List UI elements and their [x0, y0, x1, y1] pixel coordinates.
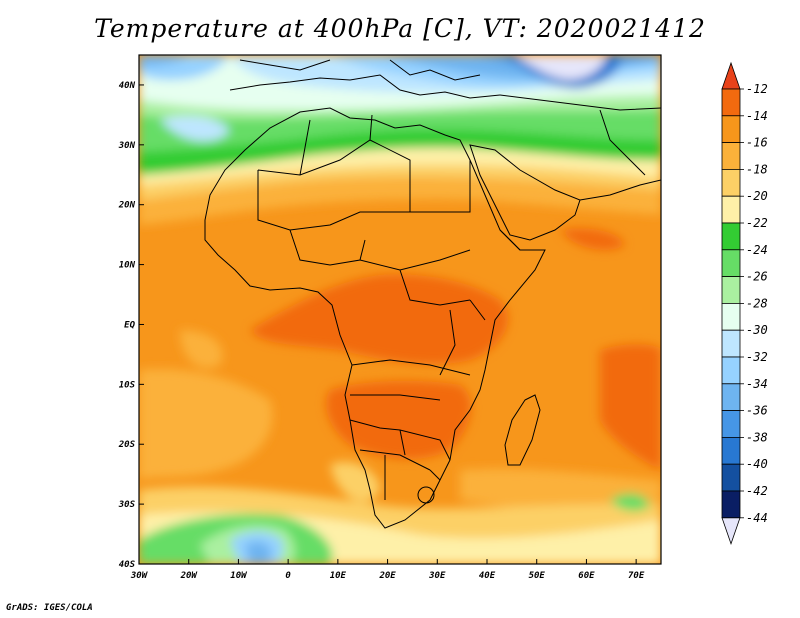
colorbar-label: -12: [746, 82, 768, 96]
temperature-field: [139, 55, 661, 564]
colorbar-segment: [721, 249, 741, 278]
lon-tick-label: 30E: [428, 571, 446, 581]
colorbar-bottom-arrow: [721, 517, 741, 546]
colorbar-label: -18: [746, 162, 768, 176]
lon-tick-label: 40E: [479, 571, 496, 581]
colorbar-segment: [721, 142, 741, 170]
lat-tick-label: 40S: [119, 560, 136, 570]
colorbar-label: -30: [746, 323, 768, 337]
map-frame: [138, 54, 662, 565]
colorbar-label: -36: [746, 404, 768, 418]
lon-tick-label: 70E: [628, 571, 645, 581]
lat-tick-label: 40N: [119, 81, 136, 91]
colorbar-label: -20: [746, 189, 768, 203]
lon-tick-label: 50E: [529, 571, 546, 581]
colorbar-segment: [721, 436, 741, 465]
colorbar-label: -24: [746, 243, 768, 257]
colorbar-segment: [721, 88, 741, 117]
lon-tick-label: 30W: [130, 571, 149, 581]
lat-tick-label: 30S: [118, 500, 136, 510]
colorbar-segment: [721, 490, 741, 519]
colorbar-label: -26: [746, 270, 768, 284]
colorbar-label: -38: [746, 430, 768, 444]
colorbar-label: -14: [746, 109, 768, 123]
latitude-axis: 40N 30N 20N 10N EQ 10S 20S 30S 40S: [118, 81, 144, 570]
colorbar-label: -28: [746, 296, 768, 310]
lon-tick-label: 20E: [378, 571, 396, 581]
colorbar-segment: [721, 356, 741, 385]
lat-tick-label: 30N: [118, 141, 136, 151]
colorbar-segment: [721, 115, 741, 144]
lon-tick-label: 10E: [330, 571, 347, 581]
colorbar-top-arrow: [721, 61, 741, 90]
colorbar-segment: [721, 302, 741, 331]
colorbar-label: -42: [746, 484, 768, 498]
colorbar-label: -32: [746, 350, 768, 364]
colorbar-label: -44: [746, 511, 768, 525]
lat-tick-label: EQ: [124, 320, 135, 330]
colorbar-segment: [721, 276, 741, 304]
colorbar-label: -40: [746, 457, 768, 471]
colorbar-segment: [721, 410, 741, 438]
lon-tick-label: 10W: [230, 571, 248, 581]
colorbar-segment: [721, 383, 741, 411]
lon-tick-label: 0: [285, 571, 291, 581]
longitude-axis: 30W 20W 10W 0 10E 20E 30E 40E 50E 60E 70E: [130, 559, 645, 581]
colorbar-label: -34: [746, 377, 768, 391]
colorbar-segment: [721, 463, 741, 492]
country-borders: [204, 59, 661, 529]
colorbar-segment: [721, 329, 741, 358]
colorbar-label: -22: [746, 216, 768, 230]
lon-tick-label: 60E: [578, 571, 595, 581]
lat-tick-label: 10N: [119, 261, 136, 271]
credit-text: GrADS: IGES/COLA: [6, 603, 93, 613]
lat-tick-label: 20N: [118, 201, 136, 211]
lat-tick-label: 20S: [118, 440, 136, 450]
colorbar: -12 -14 -16 -18 -20 -22 -24 -26 -28 -30 -32 -34 -36 -…: [721, 61, 768, 546]
colorbar-segment: [721, 168, 741, 197]
lat-tick-label: 10S: [119, 380, 136, 390]
colorbar-segment: [721, 222, 741, 251]
colorbar-label: -16: [746, 136, 768, 150]
map-title: Temperature at 400hPa [C], VT: 202002141…: [94, 14, 706, 43]
colorbar-segment: [721, 195, 741, 224]
lon-tick-label: 20W: [180, 571, 199, 581]
